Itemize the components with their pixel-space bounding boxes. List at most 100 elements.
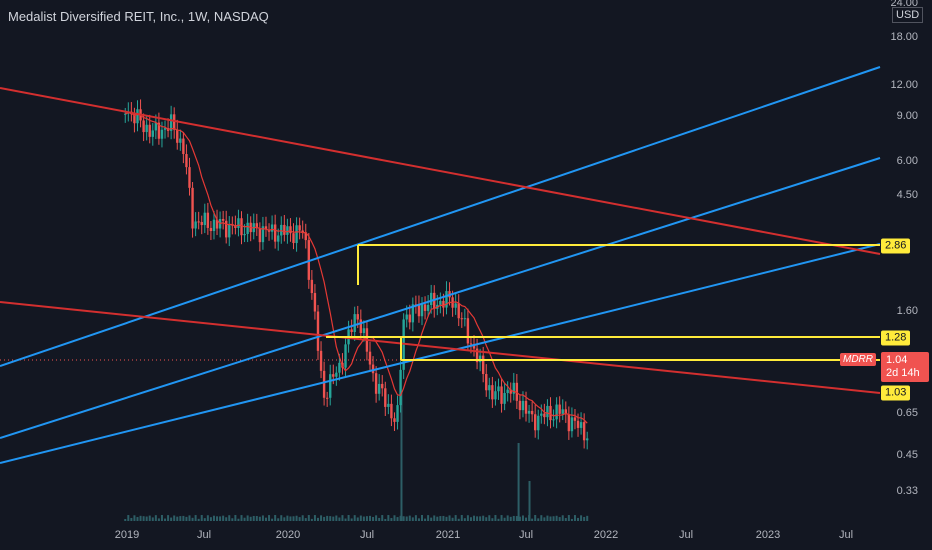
volume-bar [145, 516, 148, 521]
volume-bar [421, 515, 424, 521]
volume-bar [353, 515, 356, 521]
price-tick: 0.45 [896, 449, 918, 461]
price-axis[interactable]: 24.00 18.00 12.00 9.00 6.00 4.50 1.60 0.… [880, 0, 932, 550]
level-tag-low: 1.03 [881, 385, 911, 401]
volume-bar [301, 515, 304, 521]
candle-body [457, 303, 460, 319]
volume-bar [442, 515, 445, 521]
candle-body [384, 388, 387, 407]
volume-bar [148, 515, 151, 521]
candle-body [295, 225, 298, 244]
volume-bar [188, 515, 191, 521]
candle-body [521, 400, 525, 411]
volume-bar [543, 517, 546, 521]
candles [124, 99, 589, 450]
candle-body [197, 221, 200, 223]
volume-bar [127, 515, 130, 521]
volume-bar [466, 515, 469, 521]
volume-bar [558, 517, 561, 521]
volume-bar [476, 516, 479, 521]
volume-bar [424, 518, 427, 521]
level-tag-upper: 2.86 [881, 238, 911, 254]
candle-body [169, 114, 173, 131]
candle-body [439, 300, 442, 305]
candle-body [512, 382, 515, 394]
volume-bar [216, 516, 219, 521]
time-tick: Jul [678, 529, 694, 541]
candle-body [225, 220, 228, 238]
candle-body [527, 410, 531, 414]
volume-bar [469, 517, 472, 521]
moving-average-line [125, 112, 588, 424]
candle-body [237, 218, 240, 228]
volume-bar [552, 516, 555, 521]
candle-body [221, 219, 225, 221]
candle-body [399, 369, 402, 406]
currency-label[interactable]: USD [892, 7, 924, 23]
volume-bar [151, 517, 154, 521]
time-tick: 2022 [593, 529, 619, 541]
volume-bar [313, 515, 316, 521]
price-tick: 1.60 [896, 305, 918, 317]
candle-body [191, 187, 194, 229]
level-tag-mid: 1.28 [881, 330, 911, 346]
volume-bar [203, 518, 206, 521]
volume-bar [338, 517, 341, 521]
candle-body [255, 223, 259, 229]
candle-body [240, 218, 243, 236]
candle-body [546, 405, 549, 418]
trendline-blue-middle [0, 157, 881, 439]
volume-bar [570, 518, 573, 521]
volume-bar [500, 515, 503, 521]
time-tick: Jul [838, 529, 854, 541]
candle-body [194, 221, 197, 229]
volume-bar [580, 515, 583, 521]
volume-bar [518, 516, 521, 521]
candle-body [503, 392, 506, 404]
volume-bar [182, 515, 185, 521]
candle-body [246, 222, 249, 234]
candle-body [319, 350, 323, 371]
candle-body [148, 124, 151, 137]
volume-bar [433, 515, 436, 521]
volume-bar [154, 515, 157, 521]
candle-body [332, 374, 335, 377]
candle-body [301, 230, 304, 233]
time-tick: 2023 [755, 529, 781, 541]
volume-bars [124, 391, 589, 521]
candle-body [322, 370, 326, 398]
candle-body [133, 114, 136, 124]
trendline-red-lower [0, 301, 881, 394]
volume-bar [228, 515, 231, 521]
volume-bar [197, 518, 200, 521]
candle-body [283, 224, 286, 235]
volume-bar [261, 515, 264, 521]
volume-bar [521, 515, 524, 521]
volume-bar [277, 518, 280, 521]
candle-body [497, 386, 500, 392]
candle-body [151, 130, 154, 137]
volume-bar [372, 516, 375, 521]
candle-body [561, 409, 564, 414]
candle-body [582, 422, 586, 441]
candle-body [426, 305, 430, 311]
candle-body [264, 226, 268, 230]
candle-body [423, 304, 427, 311]
candle-body [325, 397, 329, 399]
volume-bar [445, 516, 448, 521]
volume-bar [350, 518, 353, 521]
candle-body [420, 304, 424, 317]
volume-bar [356, 517, 359, 521]
candle-body [160, 129, 164, 139]
volume-bar [234, 515, 237, 521]
price-tick: 0.65 [896, 407, 918, 419]
candle-body [411, 304, 415, 323]
candle-body [506, 389, 509, 393]
candle-body [475, 348, 479, 363]
volume-bar [509, 516, 512, 521]
volume-bar [173, 515, 176, 521]
volume-bar [393, 515, 396, 521]
candle-body [429, 292, 433, 306]
volume-bar [525, 517, 528, 521]
